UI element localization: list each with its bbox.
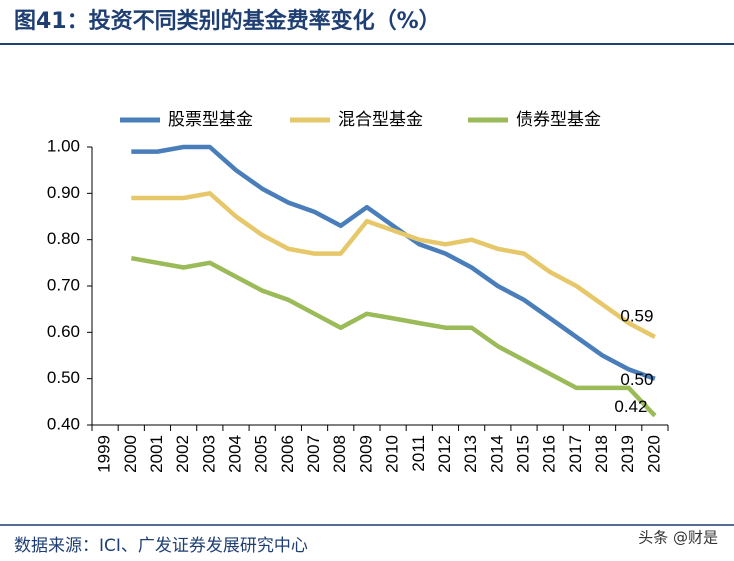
x-tick-label: 2014 — [487, 435, 506, 473]
x-tick-label: 2016 — [540, 435, 559, 473]
y-tick-label: 0.70 — [47, 275, 80, 294]
y-tick-label: 0.60 — [47, 322, 80, 341]
x-tick-label: 2011 — [409, 435, 428, 472]
x-tick-label: 2008 — [330, 435, 349, 473]
x-tick-label: 2017 — [566, 435, 585, 473]
chart-title: 图41：投资不同类别的基金费率变化（%） — [14, 8, 441, 34]
x-tick-label: 2000 — [121, 435, 140, 473]
value-label: 0.50 — [620, 370, 653, 389]
x-tick-label: 2002 — [173, 435, 192, 473]
x-tick-label: 2006 — [278, 435, 297, 473]
x-tick-label: 2005 — [252, 435, 271, 473]
x-tick-label: 2007 — [304, 435, 323, 473]
series-line — [131, 144, 656, 381]
y-tick-label: 0.90 — [47, 183, 80, 202]
x-tick-label: 2013 — [461, 435, 480, 473]
x-tick-label: 2003 — [199, 435, 218, 473]
value-label: 0.59 — [620, 306, 653, 325]
x-tick-label: 2010 — [383, 435, 402, 473]
legend-label: 混合型基金 — [338, 110, 423, 130]
x-tick-label: 2009 — [356, 435, 375, 473]
x-tick-label: 2012 — [435, 435, 454, 473]
x-tick-label: 2004 — [225, 435, 244, 473]
series-line — [130, 255, 657, 418]
x-tick-label: 2020 — [644, 435, 663, 473]
watermark: 头条 @财是 — [638, 529, 718, 547]
x-tick-label: 1999 — [95, 435, 114, 473]
y-tick-label: 1.00 — [47, 136, 80, 155]
x-tick-label: 2015 — [513, 435, 532, 473]
series-line — [131, 191, 656, 339]
source: 数据来源：ICI、广发证券发展研究中心 — [14, 536, 308, 556]
y-tick-label: 0.40 — [47, 414, 80, 433]
x-tick-label: 2018 — [592, 435, 611, 473]
y-tick-label: 0.80 — [47, 229, 80, 248]
value-label: 0.42 — [614, 397, 647, 416]
x-tick-label: 2019 — [618, 435, 637, 473]
legend-label: 股票型基金 — [168, 110, 253, 130]
y-tick-label: 0.50 — [47, 368, 80, 387]
x-tick-label: 2001 — [147, 435, 166, 473]
legend-label: 债券型基金 — [516, 110, 601, 130]
